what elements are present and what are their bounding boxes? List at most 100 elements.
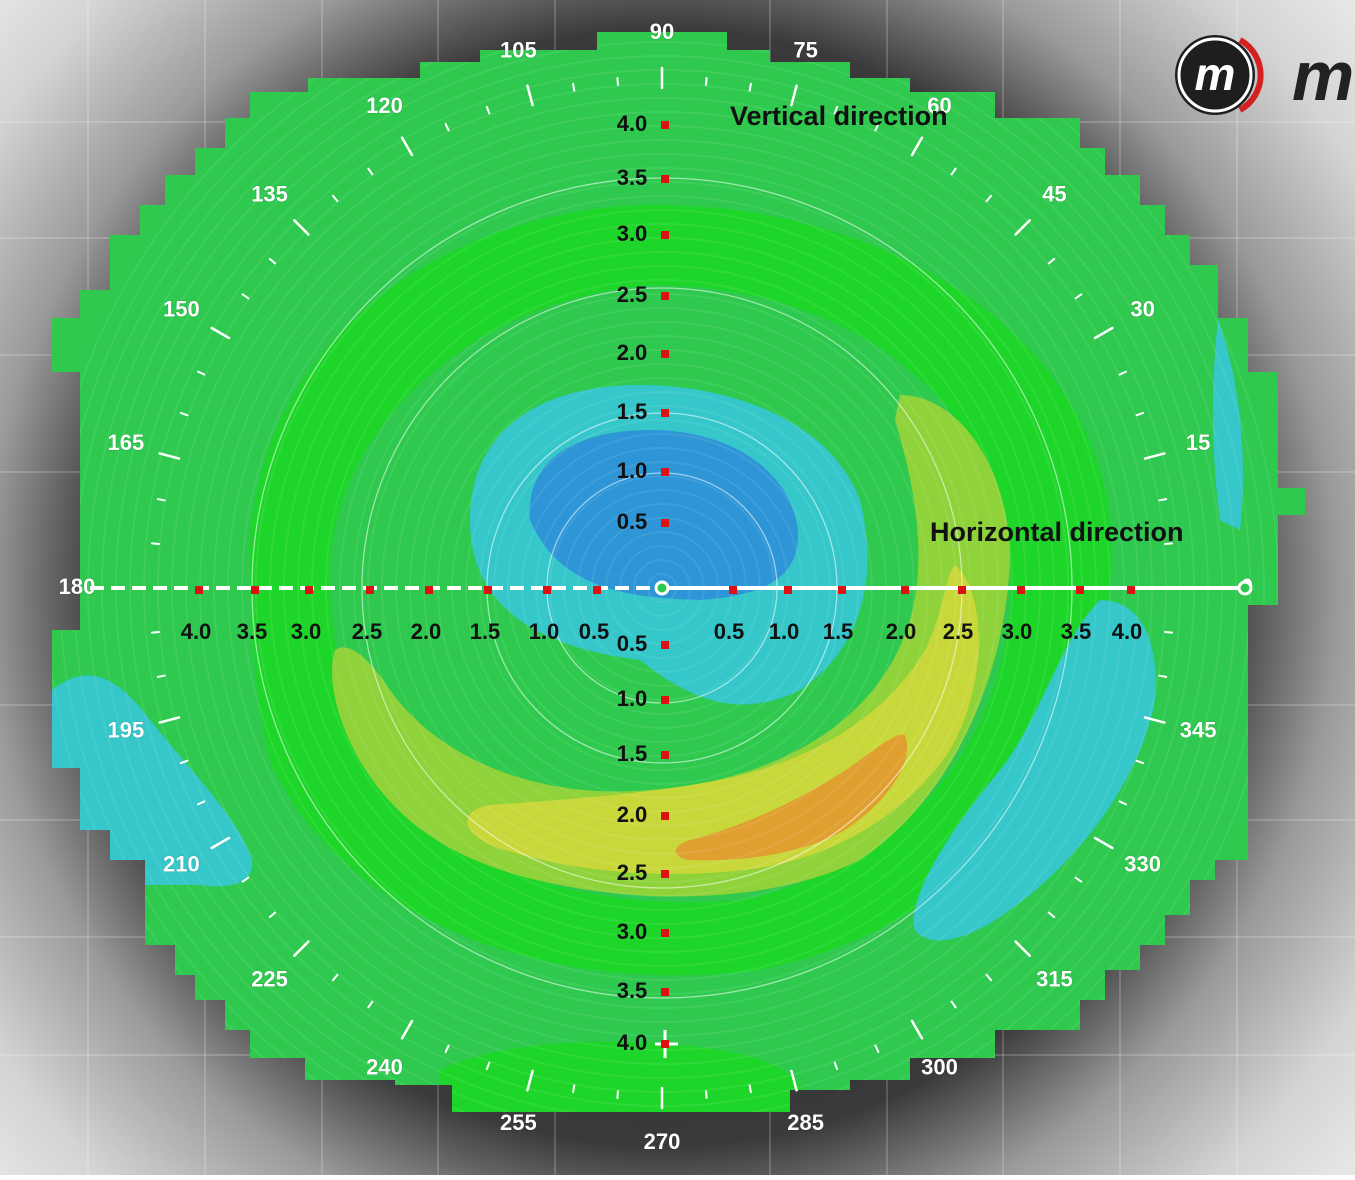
marker-dot	[593, 586, 601, 594]
degree-label: 225	[251, 966, 288, 991]
degree-tick	[1093, 836, 1114, 850]
minor-degree-tick	[1164, 542, 1174, 545]
marker-dot	[484, 586, 492, 594]
minor-degree-tick	[156, 674, 166, 678]
degree-tick	[400, 1019, 414, 1040]
degree-label: 285	[787, 1110, 824, 1135]
degree-tick	[526, 84, 534, 107]
degree-tick	[790, 84, 798, 107]
minor-degree-tick	[833, 105, 839, 115]
degree-label: 150	[163, 296, 200, 321]
degree-label: 255	[500, 1110, 537, 1135]
degree-tick	[1143, 716, 1166, 724]
horizontal-axis	[90, 580, 1253, 596]
marker-dot	[661, 519, 669, 527]
degree-tick	[910, 1019, 924, 1040]
degree-label: 105	[500, 38, 537, 63]
minor-degree-tick	[241, 293, 250, 300]
logo-partial-text: m	[1292, 37, 1354, 115]
vertical-down-scale-label: 3.5	[617, 978, 648, 1003]
vertical-down-scale-label: 2.5	[617, 860, 648, 885]
minor-degree-tick	[179, 759, 189, 765]
marker-dot	[305, 586, 313, 594]
degree-label: 60	[927, 93, 951, 118]
degree-label: 15	[1186, 430, 1210, 455]
degree-label: 165	[108, 430, 145, 455]
minor-degree-tick	[156, 498, 166, 502]
horizontal-right-scale-label: 1.5	[823, 619, 854, 644]
degree-tick	[526, 1069, 534, 1092]
marker-dot	[901, 586, 909, 594]
degree-tick	[1093, 326, 1114, 340]
degree-tick	[158, 452, 181, 460]
minor-degree-tick	[150, 542, 160, 545]
marker-dot	[661, 231, 669, 239]
minor-degree-tick	[485, 1061, 491, 1071]
horizontal-right-scale-label: 2.0	[886, 619, 917, 644]
minor-degree-tick	[748, 1084, 752, 1094]
minor-degree-tick	[705, 76, 708, 86]
marker-dot	[1076, 586, 1084, 594]
logo-ring	[1177, 37, 1253, 113]
brand-logo: m m	[1175, 35, 1354, 115]
minor-degree-tick	[196, 370, 206, 376]
minor-degree-tick	[444, 1044, 450, 1054]
minor-degree-tick	[748, 82, 752, 92]
minor-degree-tick	[1135, 759, 1145, 765]
minor-degree-tick	[241, 876, 250, 883]
minor-degree-tick	[485, 105, 491, 115]
degree-tick	[1014, 940, 1031, 957]
minor-degree-tick	[367, 167, 374, 176]
degree-label: 120	[366, 93, 403, 118]
cyan-patch-left	[52, 675, 253, 887]
minor-degree-tick	[1047, 911, 1056, 919]
degree-tick	[210, 326, 231, 340]
marker-dot	[661, 409, 669, 417]
vertical-up-scale-label: 2.0	[617, 340, 648, 365]
degree-label: 315	[1036, 966, 1073, 991]
marker-dot	[729, 586, 737, 594]
minor-degree-tick	[367, 1000, 374, 1009]
degree-tick	[790, 1069, 798, 1092]
horizontal-right-scale-label: 4.0	[1112, 619, 1143, 644]
marker-dot	[661, 121, 669, 129]
marker-dot	[661, 870, 669, 878]
marker-dot	[661, 175, 669, 183]
degree-tick	[293, 219, 310, 236]
minor-degree-tick	[150, 631, 160, 634]
minor-degree-tick	[874, 1044, 880, 1054]
minor-degree-tick	[874, 122, 880, 132]
minor-degree-tick	[1158, 674, 1168, 678]
horizontal-left-scale-label: 3.5	[237, 619, 268, 644]
minor-degree-tick	[1047, 257, 1056, 265]
marker-dot	[543, 586, 551, 594]
marker-dot	[661, 350, 669, 358]
degree-label: 45	[1042, 181, 1066, 206]
horizontal-right-scale-label: 2.5	[943, 619, 974, 644]
minor-degree-tick	[572, 82, 576, 92]
vertical-up-scale-label: 4.0	[617, 111, 648, 136]
center-point	[654, 580, 670, 596]
horizontal-left-scale-label: 2.5	[352, 619, 383, 644]
horizontal-left-scale-label: 2.0	[411, 619, 442, 644]
degree-label: 195	[108, 717, 145, 742]
logo-letter: m	[1195, 48, 1236, 100]
axis-end-point	[1237, 580, 1253, 596]
vertical-down-scale-label: 1.5	[617, 741, 648, 766]
degree-label: 90	[650, 19, 674, 44]
minor-degree-tick	[179, 411, 189, 417]
blue-central-zone	[529, 430, 799, 600]
minor-degree-tick	[616, 1090, 619, 1100]
minor-degree-tick	[331, 973, 339, 982]
scale-labels: 0.5 0.5 0.5 0.5 1.0 1.0 1.0 1.0 1.5 1.5 1.5 1.5 2.0 2…	[181, 111, 1143, 1055]
degree-tick	[210, 836, 231, 850]
horizontal-right-scale-label: 0.5	[714, 619, 745, 644]
minor-degree-tick	[616, 76, 619, 86]
horizontal-right-scale-label: 3.5	[1061, 619, 1092, 644]
degree-label: 300	[921, 1054, 958, 1079]
horizontal-left-scale-label: 1.0	[529, 619, 560, 644]
degree-tick	[293, 940, 310, 957]
minor-degree-tick	[268, 257, 277, 265]
